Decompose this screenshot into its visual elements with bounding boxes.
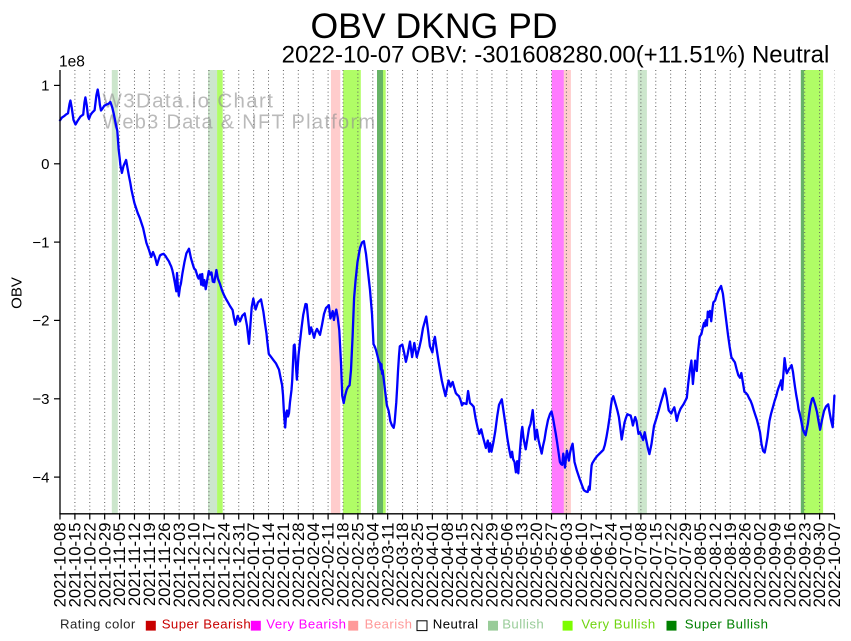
- svg-text:Very Bearish: Very Bearish: [266, 617, 346, 632]
- svg-text:2022-06-10: 2022-06-10: [572, 523, 591, 608]
- svg-text:2022-06-24: 2022-06-24: [602, 523, 621, 608]
- svg-text:2022-10-07 OBV: -301608280.00(: 2022-10-07 OBV: -301608280.00(+11.51%) N…: [282, 41, 830, 68]
- svg-text:Super Bearish: Super Bearish: [162, 617, 251, 632]
- svg-text:2022-09-09: 2022-09-09: [766, 523, 785, 608]
- svg-text:2021-10-22: 2021-10-22: [80, 523, 99, 608]
- svg-text:2021-12-03: 2021-12-03: [170, 523, 189, 608]
- svg-text:2021-10-15: 2021-10-15: [65, 523, 84, 608]
- svg-text:−1: −1: [32, 234, 49, 251]
- svg-text:2022-04-08: 2022-04-08: [438, 523, 457, 608]
- svg-text:2022-09-23: 2022-09-23: [795, 523, 814, 608]
- svg-text:2022-07-15: 2022-07-15: [646, 523, 665, 608]
- svg-text:W3Data.io Chart: W3Data.io Chart: [103, 90, 275, 113]
- svg-text:−4: −4: [32, 469, 49, 486]
- svg-text:2022-07-08: 2022-07-08: [631, 523, 650, 608]
- svg-text:2022-08-19: 2022-08-19: [721, 523, 740, 608]
- svg-text:Very Bullish: Very Bullish: [581, 617, 655, 632]
- svg-text:2021-12-17: 2021-12-17: [200, 523, 219, 608]
- svg-text:2022-10-07: 2022-10-07: [825, 523, 844, 608]
- svg-text:2022-03-25: 2022-03-25: [408, 523, 427, 608]
- svg-text:2022-02-25: 2022-02-25: [348, 523, 367, 608]
- svg-text:2022-02-04: 2022-02-04: [304, 523, 323, 608]
- svg-text:2022-01-21: 2022-01-21: [274, 523, 293, 608]
- svg-text:2022-02-11: 2022-02-11: [319, 523, 338, 607]
- svg-text:2022-02-18: 2022-02-18: [334, 523, 353, 608]
- svg-text:2022-07-01: 2022-07-01: [617, 523, 636, 608]
- svg-text:1e8: 1e8: [59, 54, 85, 71]
- svg-text:1: 1: [41, 78, 49, 95]
- svg-text:Bullish: Bullish: [502, 617, 544, 632]
- svg-text:2022-07-22: 2022-07-22: [661, 523, 680, 608]
- svg-text:2022-04-22: 2022-04-22: [468, 523, 487, 608]
- svg-text:2022-05-27: 2022-05-27: [542, 523, 561, 608]
- svg-text:Bearish: Bearish: [365, 617, 413, 632]
- svg-text:2022-06-17: 2022-06-17: [587, 523, 606, 608]
- svg-text:2022-04-29: 2022-04-29: [483, 523, 502, 608]
- svg-text:2022-09-30: 2022-09-30: [810, 523, 829, 608]
- svg-text:2022-05-20: 2022-05-20: [527, 523, 546, 608]
- svg-text:2022-05-13: 2022-05-13: [512, 523, 531, 608]
- svg-text:2022-08-05: 2022-08-05: [691, 523, 710, 608]
- svg-text:2021-11-26: 2021-11-26: [155, 523, 174, 607]
- svg-text:2022-09-02: 2022-09-02: [751, 523, 770, 608]
- svg-text:Web3 Data & NFT Platform: Web3 Data & NFT Platform: [103, 111, 377, 133]
- svg-text:2021-11-05: 2021-11-05: [110, 523, 129, 607]
- svg-text:2022-09-16: 2022-09-16: [780, 523, 799, 608]
- svg-text:2021-12-24: 2021-12-24: [214, 523, 233, 608]
- svg-text:2022-01-07: 2022-01-07: [244, 523, 263, 608]
- svg-text:Super Bullish: Super Bullish: [685, 617, 769, 632]
- svg-text:2022-06-03: 2022-06-03: [557, 523, 576, 608]
- svg-text:2021-12-31: 2021-12-31: [229, 523, 248, 608]
- svg-text:Neutral: Neutral: [433, 617, 479, 632]
- svg-text:2021-10-08: 2021-10-08: [51, 523, 70, 608]
- svg-text:Rating color: Rating color: [60, 617, 136, 632]
- svg-text:2022-04-15: 2022-04-15: [453, 523, 472, 608]
- svg-text:2022-08-26: 2022-08-26: [736, 523, 755, 608]
- svg-text:2022-03-04: 2022-03-04: [363, 523, 382, 608]
- svg-text:2022-01-28: 2022-01-28: [289, 523, 308, 608]
- svg-text:2022-03-11: 2022-03-11: [378, 523, 397, 607]
- svg-text:2022-03-18: 2022-03-18: [393, 523, 412, 608]
- svg-text:2021-11-19: 2021-11-19: [140, 523, 159, 607]
- svg-text:2022-01-14: 2022-01-14: [259, 523, 278, 608]
- svg-text:0: 0: [41, 156, 49, 173]
- svg-text:−2: −2: [32, 313, 49, 330]
- svg-text:2021-12-10: 2021-12-10: [185, 523, 204, 608]
- svg-text:2022-07-29: 2022-07-29: [676, 523, 695, 608]
- svg-text:OBV DKNG PD: OBV DKNG PD: [310, 6, 557, 46]
- svg-text:−3: −3: [32, 391, 49, 408]
- svg-text:2021-10-29: 2021-10-29: [95, 523, 114, 608]
- svg-text:2022-04-01: 2022-04-01: [423, 523, 442, 608]
- svg-text:2021-11-12: 2021-11-12: [125, 523, 144, 607]
- svg-text:2022-08-12: 2022-08-12: [706, 523, 725, 608]
- svg-text:2022-05-06: 2022-05-06: [497, 523, 516, 608]
- svg-text:OBV: OBV: [9, 277, 26, 309]
